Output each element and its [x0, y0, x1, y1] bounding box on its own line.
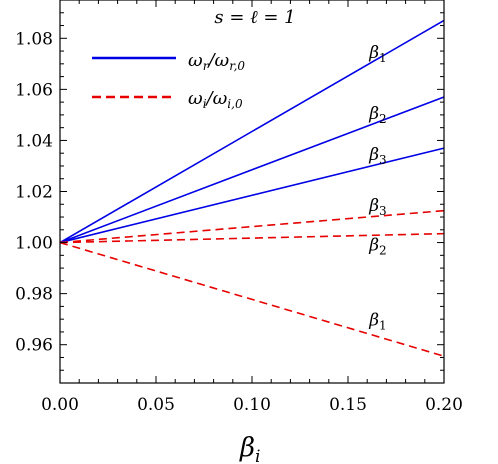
x-tick-label: 0.00: [41, 395, 79, 415]
y-tick-label: 1.00: [15, 234, 53, 254]
ticks-layer: 0.00 0.05 0.10 0.15 0.20 0.96 0.98 1.00 1.02 1.04…: [15, 0, 463, 415]
x-tick-label: 0.05: [137, 395, 175, 415]
legend-label-imag: ωi/ωi,0: [188, 88, 243, 111]
series-layer: β1 β2 β3 β3 β2 β1: [59, 19, 445, 357]
legend-label-real: ωr/ωr,0: [188, 50, 245, 73]
y-tick-label: 1.02: [15, 183, 53, 203]
y-tick-label: 1.06: [15, 80, 53, 100]
series-label-real-2: β2: [368, 104, 386, 126]
x-axis-label: βi: [239, 433, 260, 464]
plot-frame: [59, 0, 445, 384]
series-line-imag-1: [59, 241, 445, 357]
series-line-real-1: [59, 19, 445, 244]
y-tick-label: 1.04: [15, 131, 53, 151]
series-label-real-3: β3: [368, 145, 386, 167]
x-tick-label: 0.20: [425, 395, 463, 415]
series-line-real-3: [59, 147, 445, 244]
series-label-imag-1: β1: [368, 310, 386, 332]
legend: ωr/ωr,0 ωi/ωi,0: [92, 50, 245, 111]
y-tick-label: 1.08: [15, 29, 53, 49]
series-label-imag-3: β3: [368, 196, 386, 218]
series-line-real-2: [59, 96, 445, 244]
chart-annotation: s = ℓ = 1: [214, 7, 295, 28]
series-label-real-1: β1: [368, 43, 386, 65]
x-tick-label: 0.10: [233, 395, 271, 415]
y-tick-label: 0.96: [15, 336, 53, 356]
x-tick-label: 0.15: [329, 395, 367, 415]
y-tick-label: 0.98: [15, 285, 53, 305]
series-label-imag-2: β2: [368, 235, 386, 257]
